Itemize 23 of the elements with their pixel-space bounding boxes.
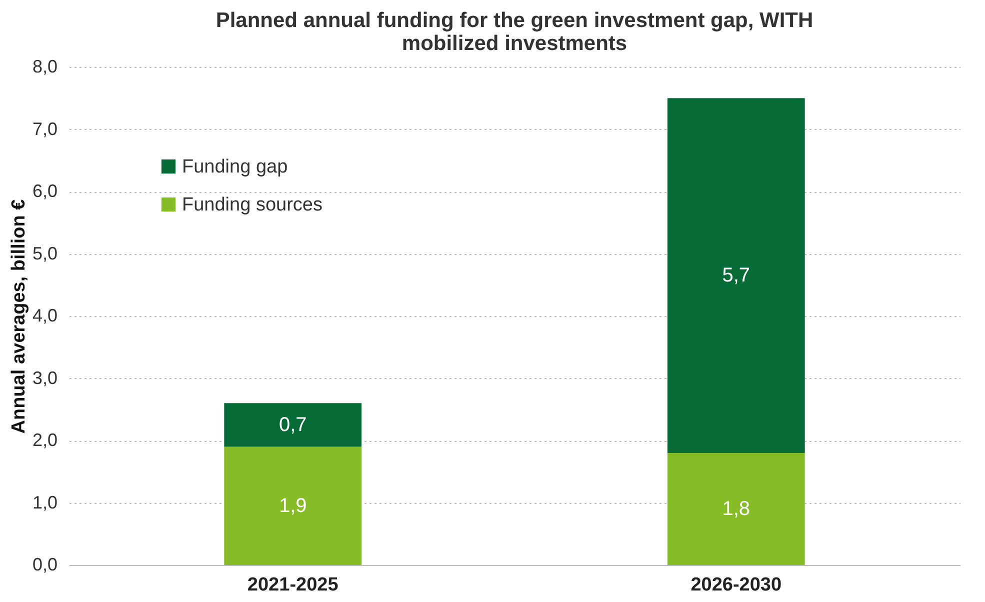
bar	[224, 403, 362, 447]
y-tick-label: 8,0	[32, 56, 58, 76]
data-label: 5,7	[722, 264, 750, 287]
y-axis-title: Annual averages, billion €	[8, 198, 30, 434]
y-tick-label: 2,0	[32, 430, 58, 450]
legend-label: Funding sources	[182, 194, 322, 216]
chart-title: Planned annual funding for the green investment gap, WITH mobilized investments	[216, 9, 814, 55]
y-tick-label: 1,0	[32, 492, 58, 512]
y-tick-label: 5,0	[32, 243, 58, 264]
data-label: 1,9	[278, 494, 307, 517]
x-tick-label: 2021-2025	[247, 574, 339, 596]
bar	[224, 446, 362, 565]
bar	[667, 452, 805, 565]
data-label: 0,7	[278, 414, 307, 436]
legend-label: Funding gap	[182, 156, 288, 178]
bar	[667, 98, 805, 453]
data-label: 1,8	[722, 498, 750, 520]
y-tick-label: 6,0	[32, 181, 58, 201]
y-tick-label: 4,0	[32, 306, 58, 326]
x-tick-label: 2026-2030	[690, 574, 782, 596]
y-tick-label: 7,0	[32, 118, 58, 139]
y-tick-label: 0,0	[32, 554, 58, 574]
y-tick-label: 3,0	[32, 368, 58, 388]
